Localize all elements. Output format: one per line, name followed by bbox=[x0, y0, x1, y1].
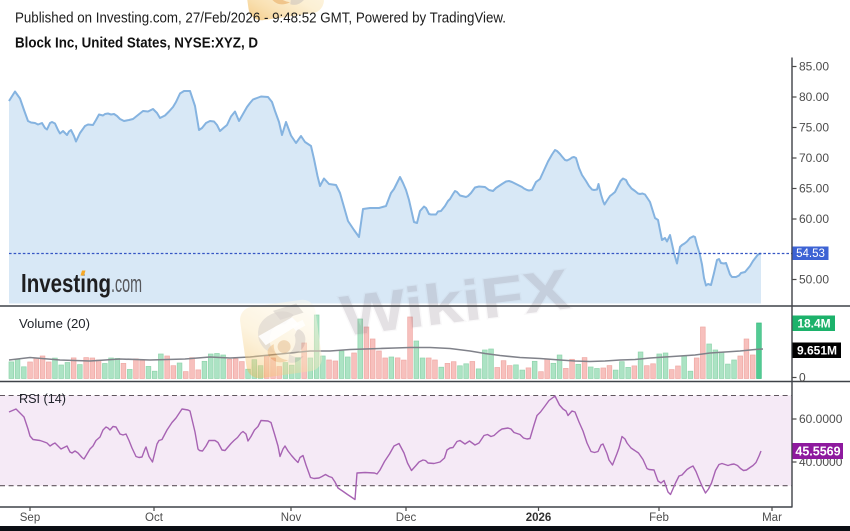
svg-text:18.4M: 18.4M bbox=[797, 317, 830, 331]
svg-text:0: 0 bbox=[799, 371, 806, 385]
svg-text:9.651M: 9.651M bbox=[797, 344, 837, 358]
svg-text:75.00: 75.00 bbox=[799, 121, 829, 135]
svg-text:Published on Investing.com, 27: Published on Investing.com, 27/Feb/2026 … bbox=[15, 11, 506, 27]
svg-text:Dec: Dec bbox=[396, 512, 417, 524]
svg-text:Volume (20): Volume (20) bbox=[19, 317, 90, 331]
svg-text:80.00: 80.00 bbox=[799, 90, 829, 104]
svg-text:70.00: 70.00 bbox=[799, 151, 829, 165]
svg-text:Sep: Sep bbox=[20, 512, 40, 524]
svg-text:Mar: Mar bbox=[762, 512, 782, 524]
svg-text:45.5569: 45.5569 bbox=[795, 445, 840, 459]
svg-text:85.00: 85.00 bbox=[799, 60, 829, 74]
svg-text:65.00: 65.00 bbox=[799, 182, 829, 196]
svg-text:Feb: Feb bbox=[649, 512, 669, 524]
svg-text:50.00: 50.00 bbox=[799, 273, 829, 287]
svg-text:RSI (14): RSI (14) bbox=[19, 392, 66, 406]
svg-text:60.0000: 60.0000 bbox=[799, 412, 843, 426]
svg-text:Oct: Oct bbox=[145, 512, 164, 524]
svg-text:.com: .com bbox=[111, 271, 142, 298]
svg-text:54.53: 54.53 bbox=[796, 248, 825, 260]
svg-text:2026: 2026 bbox=[526, 512, 552, 524]
svg-text:Nov: Nov bbox=[281, 512, 302, 524]
svg-text:Block Inc, United States, NYSE: Block Inc, United States, NYSE:XYZ, D bbox=[15, 36, 258, 52]
svg-text:Investing: Investing bbox=[21, 268, 111, 298]
svg-text:60.00: 60.00 bbox=[799, 212, 829, 226]
